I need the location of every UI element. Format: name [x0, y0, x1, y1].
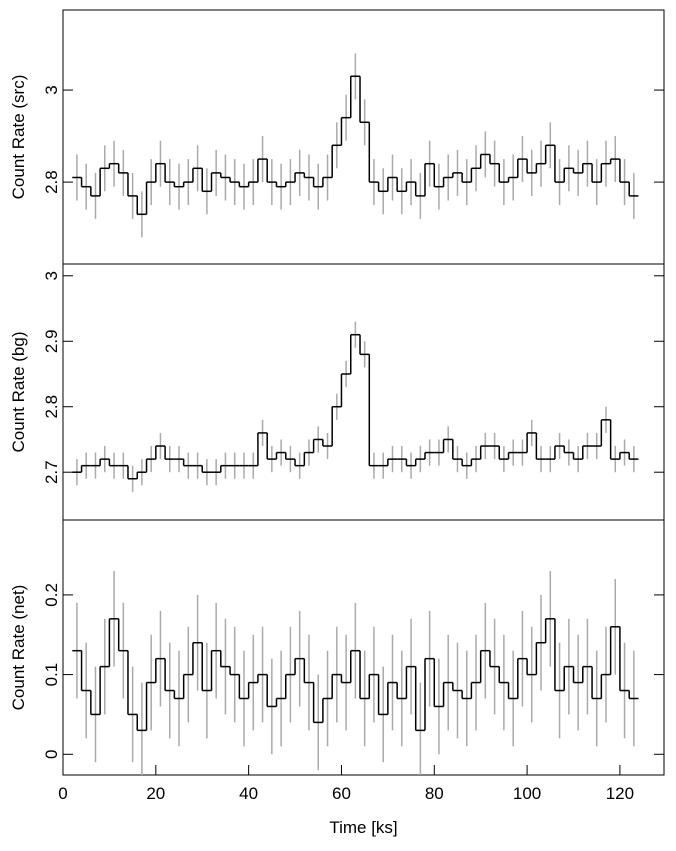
y-tick-label: 0 [42, 750, 61, 759]
x-tick-label: 80 [425, 784, 444, 803]
x-tick-label: 100 [513, 784, 541, 803]
y-axis-label: Count Rate (src) [9, 75, 28, 200]
x-tick-label: 60 [332, 784, 351, 803]
panel-frame [62, 263, 665, 521]
y-axis-label: Count Rate (bg) [9, 332, 28, 453]
y-tick-label: 3 [42, 85, 61, 94]
x-tick-label: 0 [58, 784, 67, 803]
x-axis-label: Time [ks] [329, 818, 397, 837]
y-tick-label: 2.9 [42, 329, 61, 353]
x-tick-label: 40 [239, 784, 258, 803]
x-tick-label: 120 [606, 784, 634, 803]
y-tick-label: 2.8 [42, 170, 61, 194]
y-tick-label: 0.2 [42, 583, 61, 607]
y-tick-label: 3 [42, 271, 61, 280]
y-tick-label: 0.1 [42, 663, 61, 687]
panel-frame [62, 9, 665, 265]
y-tick-label: 2.7 [42, 460, 61, 484]
y-tick-label: 2.8 [42, 395, 61, 419]
x-tick-label: 20 [146, 784, 165, 803]
panel-frame [62, 519, 665, 776]
y-axis-label: Count Rate (net) [9, 585, 28, 711]
